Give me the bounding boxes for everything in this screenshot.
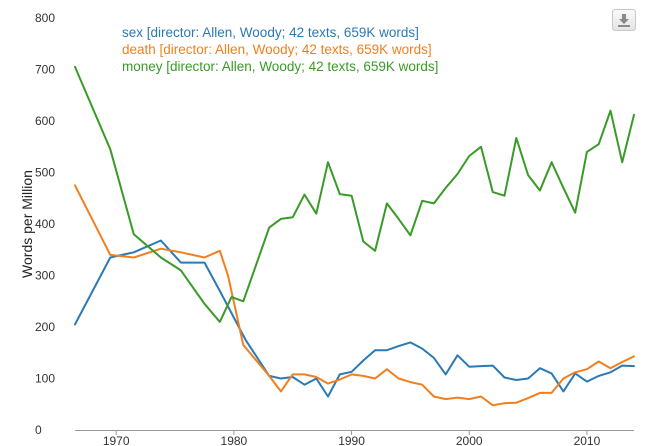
legend-entry-death[interactable]: death [director: Allen, Woody; 42 texts,… bbox=[122, 42, 432, 57]
legend-entry-sex[interactable]: sex [director: Allen, Woody; 42 texts, 6… bbox=[122, 25, 419, 40]
x-tick-label-1970: 1970 bbox=[103, 434, 130, 446]
download-icon bbox=[618, 14, 630, 27]
series-line-money[interactable] bbox=[74, 65, 635, 323]
y-tick-label-0: 0 bbox=[35, 423, 42, 437]
x-tick-label-1980: 1980 bbox=[221, 434, 248, 446]
x-tick-label-2000: 2000 bbox=[456, 434, 483, 446]
series-line-death[interactable] bbox=[74, 184, 635, 407]
plot-area: 0 100 200 300 400 500 600 700 800 1970 1980 1990 200… bbox=[35, 11, 635, 446]
y-tick-label-300: 300 bbox=[35, 269, 55, 283]
legend-entry-money[interactable]: money [director: Allen, Woody; 42 texts,… bbox=[122, 59, 438, 74]
y-tick-label-200: 200 bbox=[35, 320, 55, 334]
y-tick-label-100: 100 bbox=[35, 372, 55, 386]
y-axis-title: Words per Million bbox=[19, 170, 35, 278]
y-tick-label-700: 700 bbox=[35, 63, 55, 77]
x-tick-label-1990: 1990 bbox=[338, 434, 365, 446]
y-tick-label-400: 400 bbox=[35, 217, 55, 231]
y-tick-label-500: 500 bbox=[35, 166, 55, 180]
y-tick-label-600: 600 bbox=[35, 114, 55, 128]
x-tick-label-2010: 2010 bbox=[574, 434, 601, 446]
series-line-sex[interactable] bbox=[74, 239, 635, 398]
y-tick-label-800: 800 bbox=[35, 11, 55, 25]
download-button[interactable] bbox=[612, 9, 636, 31]
